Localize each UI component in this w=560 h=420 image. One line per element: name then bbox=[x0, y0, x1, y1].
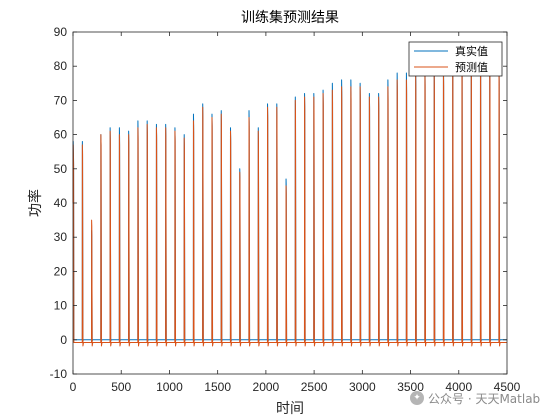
y-tick-label: 60 bbox=[54, 128, 68, 142]
y-tick-label: 40 bbox=[54, 196, 68, 210]
series-layer bbox=[72, 52, 507, 347]
y-tick-label: 0 bbox=[60, 333, 67, 347]
legend-label-actual: 真实值 bbox=[455, 44, 488, 58]
legend-label-predicted: 预测值 bbox=[455, 61, 488, 74]
series-line-predicted bbox=[72, 58, 507, 347]
x-tick-label: 3000 bbox=[349, 380, 376, 394]
x-tick-label: 1000 bbox=[156, 380, 183, 394]
y-tick-label: 80 bbox=[54, 59, 68, 73]
watermark-text: 公众号 · 天天Matlab bbox=[428, 391, 541, 406]
x-tick-label: 2000 bbox=[253, 380, 280, 394]
y-tick-label: 50 bbox=[54, 162, 68, 176]
y-tick-label: 70 bbox=[54, 93, 68, 107]
y-tick-label: 30 bbox=[54, 230, 68, 244]
legend: 真实值 预测值 bbox=[408, 41, 503, 77]
plot-frame bbox=[72, 31, 508, 375]
y-axis-title: 功率 bbox=[27, 189, 44, 217]
y-tick-label: 10 bbox=[54, 299, 68, 313]
watermark: ✦ 公众号 · 天天Matlab bbox=[410, 387, 560, 409]
legend-box bbox=[408, 41, 503, 77]
y-tick-label: -10 bbox=[50, 367, 68, 381]
x-tick-label: 2500 bbox=[301, 380, 328, 394]
x-tick-label: 0 bbox=[70, 380, 77, 394]
x-tick-label: 500 bbox=[111, 380, 131, 394]
y-tick-label: 90 bbox=[54, 25, 68, 39]
x-tick-label: 4000 bbox=[445, 380, 472, 394]
x-axis-title: 时间 bbox=[276, 401, 304, 417]
x-tick-label: 3500 bbox=[397, 380, 424, 394]
wechat-logo-icon: ✦ bbox=[410, 391, 424, 405]
x-tick-label: 4500 bbox=[494, 380, 521, 394]
tick-layer: 0 500 1000 1500 2000 2500 3000 3500 4000 4500-100… bbox=[50, 25, 521, 394]
chart-title: 训练集预测结果 bbox=[241, 9, 339, 26]
y-tick-label: 20 bbox=[54, 264, 68, 278]
x-tick-label: 1500 bbox=[204, 380, 231, 394]
